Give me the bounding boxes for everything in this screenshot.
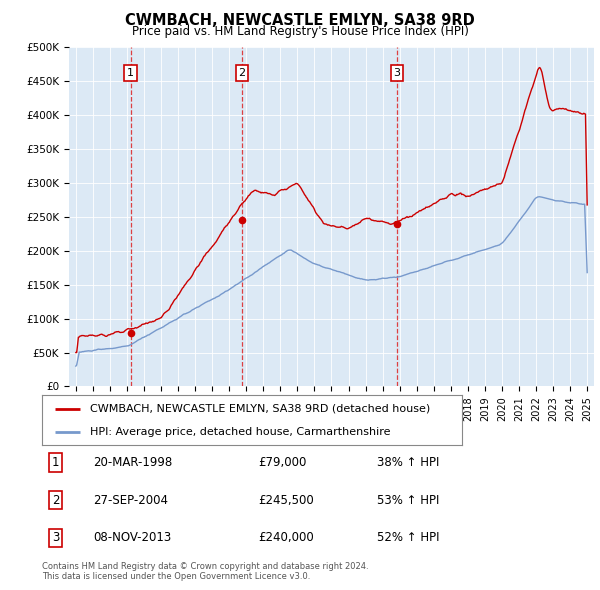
Text: 20-MAR-1998: 20-MAR-1998 [94,455,173,468]
Text: 38% ↑ HPI: 38% ↑ HPI [377,455,439,468]
Text: HPI: Average price, detached house, Carmarthenshire: HPI: Average price, detached house, Carm… [91,427,391,437]
Text: CWMBACH, NEWCASTLE EMLYN, SA38 9RD: CWMBACH, NEWCASTLE EMLYN, SA38 9RD [125,13,475,28]
Text: 1: 1 [127,68,134,78]
Text: 2: 2 [238,68,245,78]
Text: CWMBACH, NEWCASTLE EMLYN, SA38 9RD (detached house): CWMBACH, NEWCASTLE EMLYN, SA38 9RD (deta… [91,404,431,414]
Text: 27-SEP-2004: 27-SEP-2004 [94,493,168,507]
Text: 52% ↑ HPI: 52% ↑ HPI [377,532,439,545]
Text: £240,000: £240,000 [258,532,314,545]
Text: Price paid vs. HM Land Registry's House Price Index (HPI): Price paid vs. HM Land Registry's House … [131,25,469,38]
Text: 3: 3 [52,532,59,545]
Text: 1: 1 [52,455,59,468]
Text: 2: 2 [52,493,59,507]
Text: 08-NOV-2013: 08-NOV-2013 [94,532,172,545]
Text: £79,000: £79,000 [258,455,307,468]
Text: 3: 3 [394,68,401,78]
Text: 53% ↑ HPI: 53% ↑ HPI [377,493,439,507]
Text: Contains HM Land Registry data © Crown copyright and database right 2024.
This d: Contains HM Land Registry data © Crown c… [42,562,368,581]
Text: £245,500: £245,500 [258,493,314,507]
